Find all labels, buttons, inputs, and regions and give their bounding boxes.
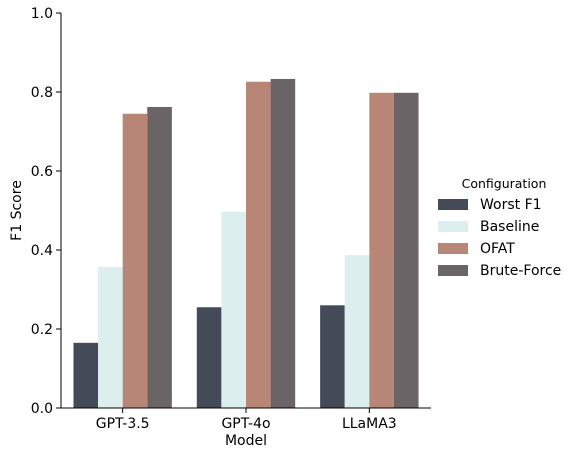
- bar-brute-force-gpt-3-5: [147, 107, 172, 408]
- y-axis-label: F1 Score: [9, 180, 25, 241]
- x-tick-label: GPT-3.5: [96, 416, 150, 432]
- bar-brute-force-llama3: [393, 92, 419, 408]
- axes-group: GPT-3.5 GPT-4o LLaMA3 0.0 0.2 0.4 0.6 0.8 1.0: [31, 6, 431, 432]
- legend-swatch-worst-f1: [438, 199, 468, 210]
- y-tick-label: 0.0: [31, 401, 53, 417]
- y-tick-label: 0.4: [31, 243, 53, 259]
- bar-ofat-gpt-3-5: [122, 113, 148, 408]
- bar-baseline-llama3: [344, 255, 370, 408]
- y-tick-label: 0.8: [31, 85, 53, 101]
- legend-label-baseline: Baseline: [480, 219, 539, 235]
- legend-title: Configuration: [462, 176, 547, 191]
- x-tick-label: GPT-4o: [221, 416, 270, 432]
- bar-worst-f1-llama3: [320, 305, 345, 408]
- legend-swatch-baseline: [438, 221, 468, 232]
- bar-baseline-gpt-3-5: [98, 266, 123, 408]
- bar-brute-force-gpt-4o: [270, 78, 296, 408]
- bar-ofat-llama3: [369, 92, 394, 408]
- y-tick-label: 1.0: [31, 6, 53, 22]
- legend-swatch-brute-force: [438, 265, 468, 276]
- bar-ofat-gpt-4o: [246, 81, 271, 408]
- bar-worst-f1-gpt-4o: [196, 307, 222, 408]
- bars-group: [73, 78, 419, 408]
- bar-worst-f1-gpt-3-5: [73, 342, 99, 408]
- x-tick-label: LLaMA3: [342, 416, 397, 432]
- legend-label-brute-force: Brute-Force: [480, 263, 561, 279]
- bar-baseline-gpt-4o: [221, 211, 246, 408]
- x-axis-label: Model: [225, 433, 267, 449]
- y-tick-label: 0.6: [31, 164, 53, 180]
- legend-label-ofat: OFAT: [480, 241, 515, 257]
- legend: Configuration Worst F1 Baseline OFAT Brute-F…: [438, 176, 561, 279]
- legend-swatch-ofat: [438, 243, 468, 254]
- y-tick-label: 0.2: [31, 322, 53, 338]
- legend-label-worst-f1: Worst F1: [480, 197, 542, 213]
